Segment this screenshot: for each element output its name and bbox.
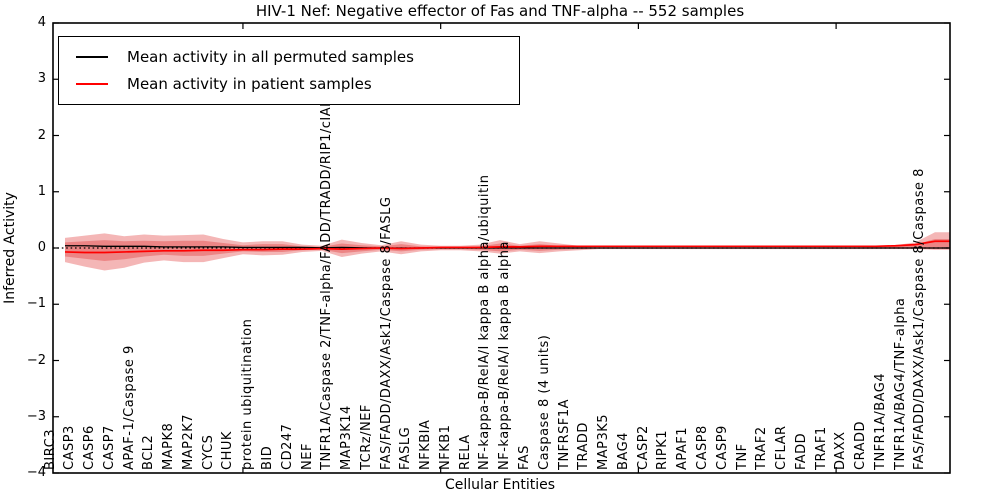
entity-label: NEF: [299, 443, 315, 470]
entity-label: BID: [259, 445, 275, 470]
entity-label: TRAF1: [813, 426, 829, 470]
entity-label: TRAF2: [754, 426, 770, 470]
entity-label: CYCS: [200, 434, 216, 470]
entity-label: TNFR1A/BAG4/TNF-alpha: [892, 297, 908, 470]
y-tick-label: −4: [26, 465, 46, 480]
entity-label: CHUK: [220, 431, 236, 470]
entity-label: CASP2: [635, 425, 651, 470]
entity-label: FAS/FADD/DAXX/Ask1/Caspase 8/FASLG: [378, 196, 394, 470]
entity-label: CRADD: [853, 421, 869, 470]
entity-label: NF-kappa-B/RelA/I kappa B alpha: [497, 241, 513, 470]
confidence-band-inner: [65, 239, 950, 261]
x-axis-label: Cellular Entities: [444, 477, 556, 493]
entity-label: CASP9: [714, 425, 730, 470]
legend-label-patient: Mean activity in patient samples: [127, 74, 372, 93]
y-tick-label: −2: [26, 352, 46, 368]
entity-label: TRADD: [576, 422, 592, 470]
entity-label: CFLAR: [774, 425, 790, 470]
entity-label: TNFRSF1A: [556, 398, 572, 470]
confidence-band-outer: [65, 232, 950, 271]
patient-line-icon: [76, 82, 108, 85]
entity-label: FASLG: [398, 426, 414, 470]
entity-label: TNFR1A/BAG4: [872, 372, 888, 470]
entity-label: TCRz/NEF: [358, 404, 374, 470]
legend: Mean activity in all permuted samples Me…: [58, 36, 520, 105]
legend-entry-permuted: Mean activity in all permuted samples: [59, 43, 519, 70]
patient-mean-line: [64, 240, 950, 254]
entity-label: RIPK1: [655, 429, 671, 470]
entity-label: CASP8: [694, 425, 710, 470]
entity-label: protein ubiquitination: [240, 318, 256, 470]
entity-label: BCL2: [141, 434, 157, 470]
entity-label: FADD: [793, 432, 809, 470]
y-tick-label: 3: [37, 71, 46, 87]
y-tick-label: −3: [26, 408, 46, 424]
entity-label: FAS/FADD/DAXX/Ask1/Caspase 8/Caspase 8: [912, 168, 928, 470]
y-tick-label: 2: [37, 127, 46, 143]
entity-label: NFKB1: [437, 424, 453, 470]
entity-label: CASP6: [82, 425, 98, 470]
entity-label: BAG4: [615, 432, 631, 470]
entity-label: APAF-1/Caspase 9: [121, 345, 137, 470]
entity-label: NFKBIA: [418, 419, 434, 470]
y-tick-label: −1: [26, 296, 46, 312]
entity-label: APAF1: [675, 426, 691, 470]
entity-label: NF-kappa-B/RelA/I kappa B alpha/ubiquiti…: [477, 174, 493, 470]
entity-label: Caspase 8 (4 units): [536, 334, 552, 470]
entity-label: CD247: [279, 423, 295, 470]
entity-label: FAS: [517, 445, 533, 470]
entity-label: MAP3K5: [596, 413, 612, 470]
entity-label: TNF: [734, 443, 750, 470]
entity-label: TNFR1A/Caspase 2/TNF-alpha/FADD/TRADD/RI…: [319, 98, 335, 470]
entity-label: CASP7: [101, 425, 117, 470]
legend-entry-patient: Mean activity in patient samples: [59, 70, 519, 97]
y-tick-label: 0: [37, 240, 46, 255]
y-tick-label: 4: [37, 15, 46, 30]
entity-label: DAXX: [833, 431, 849, 471]
entity-label: MAP2K7: [180, 413, 196, 470]
permuted-line-icon: [76, 55, 108, 58]
entity-label: BIRC3: [42, 429, 58, 470]
entity-label: MAP3K14: [339, 405, 355, 470]
y-tick-label: 1: [37, 183, 46, 199]
legend-label-permuted: Mean activity in all permuted samples: [127, 47, 414, 66]
entity-label: MAPK8: [161, 422, 177, 470]
entity-label: CASP3: [62, 425, 78, 470]
chart-title: HIV-1 Nef: Negative effector of Fas and …: [255, 2, 745, 20]
entity-label: RELA: [457, 434, 473, 470]
